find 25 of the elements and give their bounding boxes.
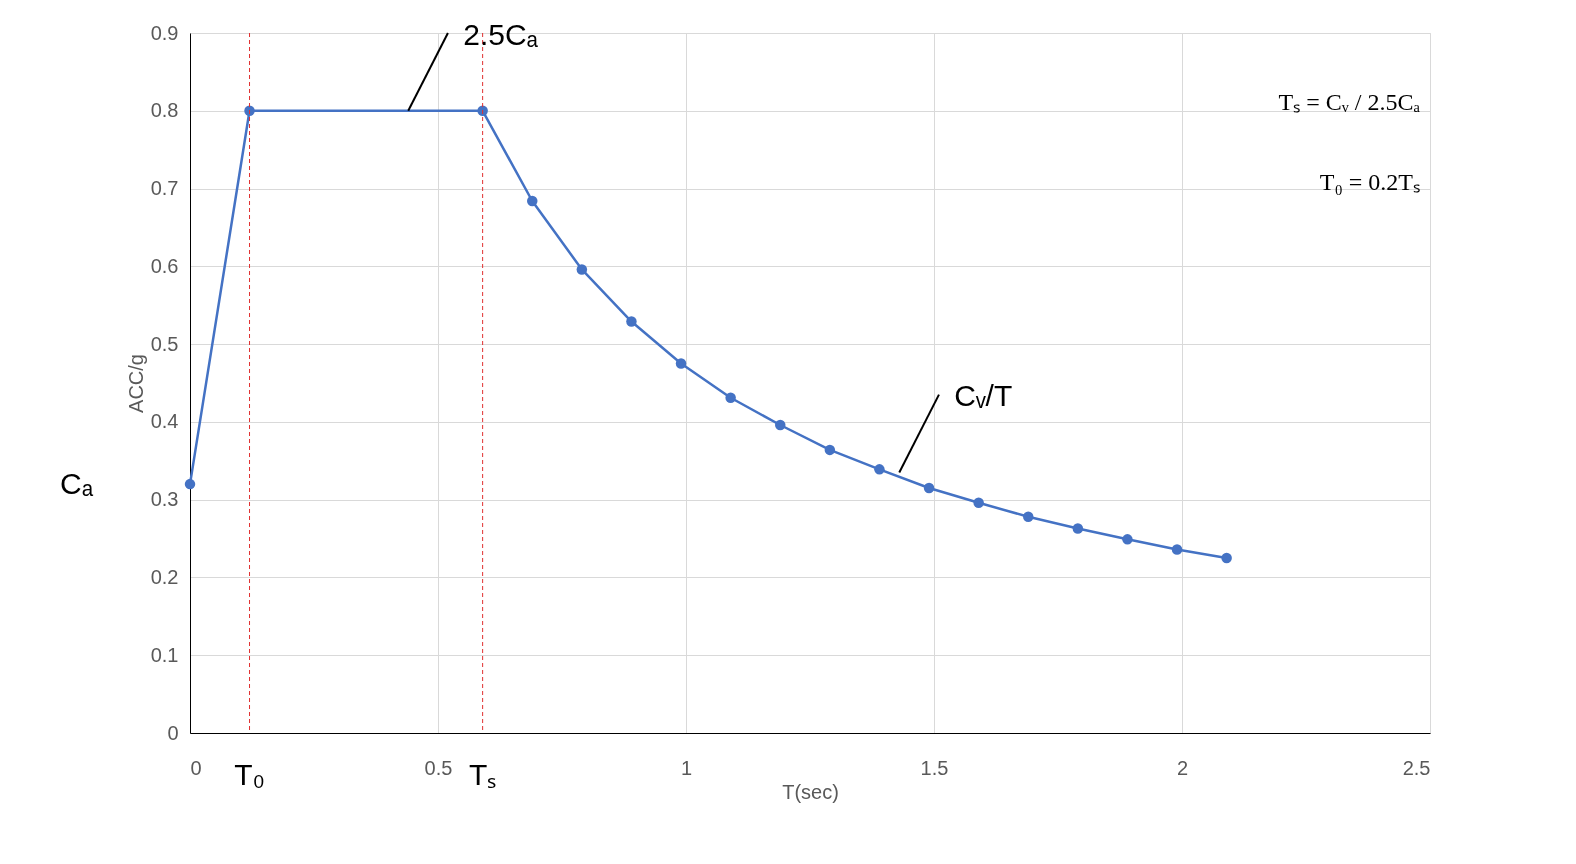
annotation: Tₛ = Cᵥ / 2.5Cₐ [1278, 89, 1421, 115]
x-tick-label: 0 [190, 756, 202, 779]
y-tick-label: 0.8 [150, 99, 179, 122]
y-tick-label: 0.3 [150, 488, 179, 511]
annotation: T₀ = 0.2Tₛ [1319, 169, 1420, 195]
x-tick-label: 1.5 [920, 756, 949, 779]
text: Cₐ [60, 466, 94, 500]
x-tick-label: 0.5 [424, 756, 453, 779]
x-tick-label: 1 [680, 756, 693, 779]
y-tick-label: 0.6 [150, 254, 179, 277]
y-tick-label: 0.9 [150, 21, 179, 44]
y-tick-label: 0.5 [150, 332, 179, 355]
ref-line-label: Tₛ [468, 758, 497, 791]
annotation: 2.5Cₐ [463, 17, 539, 51]
y-axis-title: ACC/g [124, 354, 147, 413]
y-tick-label: 0 [167, 721, 179, 744]
ref-line-label: T₀ [234, 758, 265, 791]
y-tick-label: 0.4 [150, 410, 179, 433]
x-tick-label: 2.5 [1402, 756, 1431, 779]
x-tick-label: 2 [1176, 756, 1189, 779]
y-tick-label: 0.2 [150, 565, 179, 588]
y-tick-label: 0.1 [150, 643, 179, 666]
annotation: Cᵥ/T [954, 379, 1013, 413]
x-axis-title: T(sec) [782, 780, 839, 803]
y-tick-label: 0.7 [150, 177, 179, 200]
